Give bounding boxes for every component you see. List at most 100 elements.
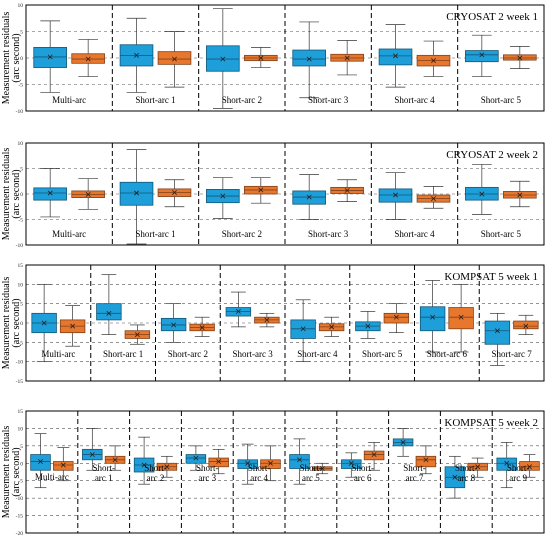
y-tick-label: -5 <box>18 218 23 224</box>
mean-marker <box>106 310 112 316</box>
y-axis-label-line: Measurement residuals <box>1 426 12 519</box>
category-label-line: Short-arc 5 <box>362 349 403 359</box>
category-label-line: Short- <box>144 463 167 473</box>
mean-marker <box>527 464 532 470</box>
y-tick-label: -15 <box>16 514 24 520</box>
box-series2-6 <box>503 45 537 69</box>
box-series1-4 <box>185 445 207 471</box>
category-label-line: Short- <box>300 463 323 473</box>
category-label-line: Short-arc 1 <box>135 229 175 239</box>
category-label: Short-arc 3 <box>196 463 219 483</box>
category-label: Short-arc 7 <box>492 349 533 359</box>
y-tick-label: 5 <box>20 167 23 173</box>
panel-3: -15 -10 -5 0 5 10 15 Multi-arc Short-arc 1 Short-… <box>1 263 545 385</box>
mean-marker <box>172 56 177 62</box>
mean-marker <box>319 466 325 471</box>
mean-marker <box>220 193 226 199</box>
y-tick-label: -15 <box>16 379 24 385</box>
box-series2-5 <box>260 445 281 482</box>
category-label: Short-arc 7 <box>403 463 426 483</box>
mean-marker <box>245 460 251 466</box>
box-iqr <box>419 306 446 332</box>
category-label-line: Multi-arc <box>52 95 86 105</box>
category-label-line: Multi-arc <box>35 472 69 482</box>
box-series2-1 <box>53 447 74 482</box>
box-series1-2 <box>96 274 122 335</box>
category-label-line: arc 8 <box>457 473 475 483</box>
y-axis-label: Measurement residuals(arc second) <box>1 12 22 105</box>
box-iqr <box>33 187 67 201</box>
box-series1-5 <box>378 172 413 220</box>
y-axis-label-line: Measurement residuals <box>1 148 12 241</box>
category-label-line: Multi-arc <box>41 349 75 359</box>
box-series2-2 <box>157 179 192 208</box>
y-tick-label: 15 <box>18 409 24 415</box>
y-tick-label: 15 <box>18 263 24 269</box>
y-axis-label: Measurement residuals(arc second) <box>1 277 22 370</box>
category-label-line: Multi-arc <box>52 229 86 239</box>
y-tick-label: 0 <box>20 56 23 62</box>
category-label: Short-arc 3 <box>308 229 349 239</box>
box-iqr <box>448 307 474 330</box>
category-label-line: arc 4 <box>250 473 268 483</box>
box-series1-1 <box>33 168 67 218</box>
box-series1-3 <box>160 303 187 343</box>
mean-marker <box>479 52 485 58</box>
box-iqr <box>237 459 258 469</box>
category-label-line: Short-arc 3 <box>308 95 349 105</box>
box-series1-2 <box>82 428 103 471</box>
box-series2-4 <box>254 312 280 328</box>
box-series1-4 <box>225 291 252 328</box>
box-series2-3 <box>156 455 178 478</box>
mean-marker <box>134 332 140 338</box>
category-label-line: Short-arc 5 <box>481 95 522 105</box>
mean-marker <box>268 460 273 466</box>
box-iqr <box>484 320 511 345</box>
category-label-line: Short-arc 2 <box>222 95 262 105</box>
mean-marker <box>164 464 170 470</box>
mean-marker <box>517 192 523 198</box>
mean-marker <box>431 196 436 202</box>
mean-marker <box>306 56 312 62</box>
mean-marker <box>112 457 118 463</box>
box-iqr <box>496 457 517 471</box>
category-label: Short-arc 5 <box>300 463 323 483</box>
category-label-line: Short- <box>92 463 115 473</box>
y-tick-label: -20 <box>16 531 24 537</box>
mean-marker <box>141 462 147 468</box>
box-iqr <box>363 450 385 461</box>
mean-marker <box>47 190 53 196</box>
category-label: Short-arc 5 <box>481 95 522 105</box>
category-label-line: arc 1 <box>95 473 113 483</box>
box-iqr <box>157 51 192 65</box>
category-label: Short-arc 1 <box>135 229 175 239</box>
category-label: Short-arc 4 <box>297 349 338 359</box>
y-tick-label: -10 <box>16 360 24 366</box>
category-label-line: arc 7 <box>406 473 424 483</box>
box-iqr <box>292 49 326 67</box>
box-series2-2 <box>104 445 126 471</box>
box-series2-5 <box>318 316 345 337</box>
category-label-line: arc 2 <box>147 473 165 483</box>
category-label: Multi-arc <box>41 349 75 359</box>
y-axis-label-line: (arc second) <box>11 447 22 496</box>
box-series2-4 <box>330 179 364 202</box>
mean-marker <box>85 56 91 62</box>
mean-marker <box>216 459 222 465</box>
box-series1-10 <box>496 442 517 489</box>
mean-marker <box>393 53 398 59</box>
y-axis-label: Measurement residuals(arc second) <box>1 148 22 241</box>
category-label: Short-arc 4 <box>394 95 435 105</box>
y-tick-label: 5 <box>20 302 23 308</box>
box-series1-2 <box>119 17 154 93</box>
box-series2-6 <box>383 303 410 334</box>
category-label: Short-arc 5 <box>481 229 522 239</box>
box-series2-1 <box>71 39 105 77</box>
mean-marker <box>38 459 43 465</box>
category-label-line: arc 3 <box>198 473 216 483</box>
mean-marker <box>47 54 53 60</box>
category-label: Short-arc 3 <box>233 349 274 359</box>
box-series2-2 <box>157 31 192 88</box>
y-tick-label: 0 <box>20 321 23 327</box>
box-series2-8 <box>415 445 437 475</box>
